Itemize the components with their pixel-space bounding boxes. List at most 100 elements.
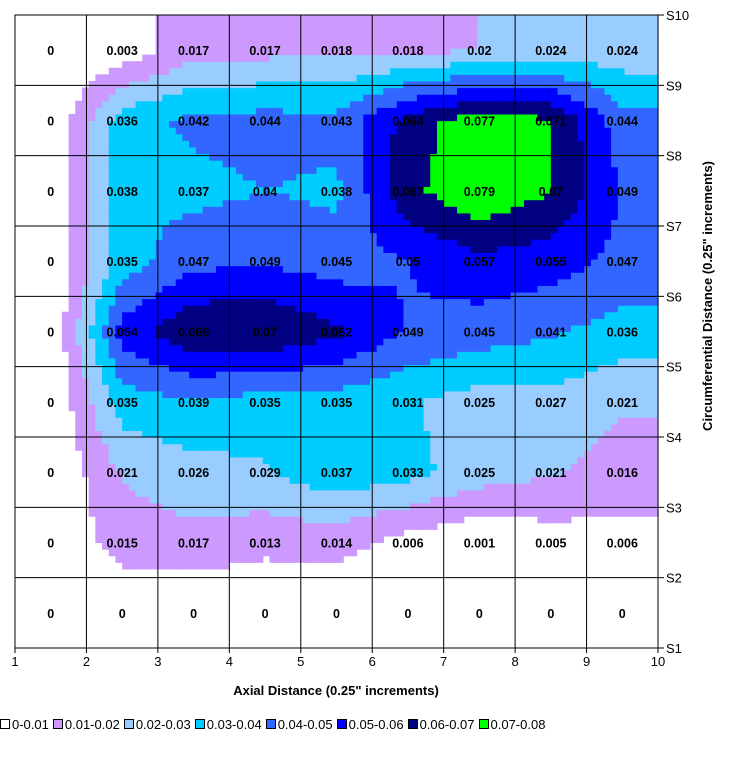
contour-cell [443, 245, 451, 253]
contour-cell [242, 219, 251, 227]
contour-cell [222, 80, 230, 89]
contour-cell [135, 272, 143, 280]
contour-cell [135, 140, 143, 148]
contour-cell [296, 417, 304, 425]
contour-cell [115, 529, 123, 537]
contour-cell [102, 397, 110, 405]
contour-cell [343, 179, 351, 188]
contour-cell [155, 437, 163, 445]
contour-cell [148, 384, 157, 392]
contour-cell [209, 166, 217, 174]
contour-cell [323, 364, 331, 372]
contour-cell [430, 140, 438, 148]
contour-cell [249, 272, 257, 280]
contour-cell [236, 193, 244, 201]
contour-cell [155, 133, 163, 141]
contour-cell [155, 489, 163, 497]
contour-cell [242, 291, 251, 300]
contour-cell [169, 206, 177, 214]
contour-cell [423, 364, 431, 372]
contour-cell [416, 113, 425, 122]
contour-cell [336, 28, 344, 36]
contour-cell [296, 522, 304, 530]
contour-cell [195, 173, 204, 181]
contour-cell [470, 212, 478, 221]
contour-cell [470, 87, 478, 95]
contour-cell [349, 226, 358, 234]
contour-cell [236, 278, 244, 286]
contour-cell [309, 28, 318, 36]
contour-cell [390, 463, 398, 471]
contour-cell [316, 437, 324, 445]
contour-cell [102, 311, 110, 319]
contour-cell [430, 305, 438, 313]
contour-cell [155, 245, 163, 253]
contour-cell [249, 291, 257, 300]
contour-cell [323, 28, 331, 36]
contour-cell [443, 80, 451, 89]
contour-cell [142, 265, 150, 273]
contour-cell [423, 61, 431, 69]
contour-cell [189, 179, 197, 188]
contour-cell [483, 450, 492, 458]
contour-cell [356, 522, 364, 530]
contour-cell [242, 127, 251, 135]
contour-cell [410, 357, 418, 366]
contour-cell [349, 437, 358, 445]
contour-cell [383, 529, 391, 537]
contour-cell [316, 450, 324, 458]
contour-cell [356, 423, 364, 432]
contour-cell [262, 258, 271, 267]
contour-cell [122, 166, 130, 174]
contour-cell [175, 107, 184, 115]
contour-cell [108, 437, 117, 445]
contour-cell [169, 252, 177, 260]
contour-cell [436, 423, 445, 432]
contour-cell [249, 344, 257, 352]
contour-cell [470, 219, 478, 227]
contour-cell [423, 94, 431, 102]
contour-cell [269, 272, 277, 280]
contour-cell [75, 127, 83, 135]
contour-cell [436, 324, 445, 333]
contour-cell [289, 193, 297, 201]
contour-cell [122, 258, 130, 267]
contour-cell [222, 549, 230, 557]
contour-cell [222, 450, 230, 458]
contour-cell [115, 74, 123, 82]
contour-cell [457, 265, 465, 273]
contour-cell [209, 351, 217, 359]
contour-cell [396, 127, 405, 135]
contour-cell [289, 47, 297, 56]
contour-cell [256, 549, 264, 557]
contour-cell [423, 265, 431, 273]
contour-cell [343, 509, 351, 517]
contour-cell [410, 285, 418, 293]
contour-cell [316, 272, 324, 280]
contour-cell [222, 351, 230, 359]
contour-cell [403, 522, 411, 530]
contour-cell [135, 298, 143, 306]
contour-cell [483, 404, 492, 412]
contour-cell [88, 206, 96, 214]
contour-cell [329, 74, 338, 82]
contour-cell [229, 21, 237, 29]
contour-cell [269, 212, 277, 221]
contour-cell [403, 371, 411, 379]
contour-cell [222, 193, 230, 201]
contour-cell [423, 430, 431, 438]
contour-cell [256, 80, 264, 89]
contour-cell [142, 100, 150, 108]
contour-cell [416, 74, 425, 82]
contour-cell [470, 344, 478, 352]
contour-cell [95, 298, 103, 306]
contour-cell [303, 502, 311, 511]
contour-cell [61, 311, 70, 319]
contour-cell [189, 61, 197, 69]
contour-cell [209, 94, 217, 102]
contour-cell [249, 67, 257, 75]
contour-cell [316, 74, 324, 82]
contour-cell [162, 437, 170, 445]
contour-cell [490, 390, 498, 399]
contour-cell [189, 423, 197, 432]
